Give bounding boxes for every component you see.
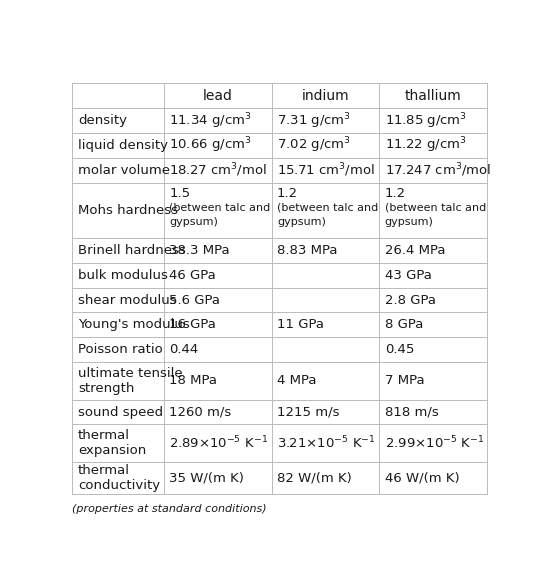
Text: 11 GPa: 11 GPa xyxy=(277,318,324,331)
Text: Mohs hardness: Mohs hardness xyxy=(78,204,178,217)
Text: 0.44: 0.44 xyxy=(169,343,198,356)
Text: 11.85 g/cm$^3$: 11.85 g/cm$^3$ xyxy=(385,111,467,131)
Text: (between talc and: (between talc and xyxy=(277,202,378,213)
Text: (between talc and: (between talc and xyxy=(169,202,270,213)
Text: 46 GPa: 46 GPa xyxy=(169,269,216,282)
Text: bulk modulus: bulk modulus xyxy=(78,269,168,282)
Text: Young's modulus: Young's modulus xyxy=(78,318,189,331)
Text: 2.8 GPa: 2.8 GPa xyxy=(385,293,436,307)
Text: thermal
conductivity: thermal conductivity xyxy=(78,464,160,492)
Text: 7 MPa: 7 MPa xyxy=(385,374,424,388)
Text: 11.22 g/cm$^3$: 11.22 g/cm$^3$ xyxy=(385,136,467,156)
Text: 16 GPa: 16 GPa xyxy=(169,318,216,331)
Text: gypsum): gypsum) xyxy=(277,217,326,227)
Text: 26.4 MPa: 26.4 MPa xyxy=(385,244,446,257)
Text: 17.247 cm$^3$/mol: 17.247 cm$^3$/mol xyxy=(385,161,491,180)
Text: 18 MPa: 18 MPa xyxy=(169,374,217,388)
Text: 1.2: 1.2 xyxy=(277,187,298,199)
Text: 1260 m/s: 1260 m/s xyxy=(169,406,232,419)
Text: 4 MPa: 4 MPa xyxy=(277,374,317,388)
Text: 3.21×10$^{-5}$ K$^{-1}$: 3.21×10$^{-5}$ K$^{-1}$ xyxy=(277,435,376,451)
Text: (properties at standard conditions): (properties at standard conditions) xyxy=(73,504,267,514)
Text: 2.99×10$^{-5}$ K$^{-1}$: 2.99×10$^{-5}$ K$^{-1}$ xyxy=(385,435,484,451)
Text: 7.02 g/cm$^3$: 7.02 g/cm$^3$ xyxy=(277,136,351,156)
Text: molar volume: molar volume xyxy=(78,164,170,177)
Text: 82 W/(m K): 82 W/(m K) xyxy=(277,472,352,484)
Text: 18.27 cm$^3$/mol: 18.27 cm$^3$/mol xyxy=(169,161,267,180)
Text: 8.83 MPa: 8.83 MPa xyxy=(277,244,337,257)
Text: density: density xyxy=(78,114,127,127)
Text: Brinell hardness: Brinell hardness xyxy=(78,244,186,257)
Text: 5.6 GPa: 5.6 GPa xyxy=(169,293,220,307)
Text: Poisson ratio: Poisson ratio xyxy=(78,343,163,356)
Text: shear modulus: shear modulus xyxy=(78,293,176,307)
Text: 38.3 MPa: 38.3 MPa xyxy=(169,244,230,257)
Text: indium: indium xyxy=(301,89,349,103)
Text: 818 m/s: 818 m/s xyxy=(385,406,438,419)
Text: sound speed: sound speed xyxy=(78,406,163,419)
Text: 8 GPa: 8 GPa xyxy=(385,318,423,331)
Text: 43 GPa: 43 GPa xyxy=(385,269,432,282)
Text: 15.71 cm$^3$/mol: 15.71 cm$^3$/mol xyxy=(277,161,375,180)
Text: thermal
expansion: thermal expansion xyxy=(78,429,146,457)
Text: ultimate tensile
strength: ultimate tensile strength xyxy=(78,367,182,395)
Text: 2.89×10$^{-5}$ K$^{-1}$: 2.89×10$^{-5}$ K$^{-1}$ xyxy=(169,435,268,451)
Text: 10.66 g/cm$^3$: 10.66 g/cm$^3$ xyxy=(169,136,252,156)
Text: 46 W/(m K): 46 W/(m K) xyxy=(385,472,460,484)
Text: 0.45: 0.45 xyxy=(385,343,414,356)
Text: 7.31 g/cm$^3$: 7.31 g/cm$^3$ xyxy=(277,111,351,131)
Text: liquid density: liquid density xyxy=(78,139,168,152)
Text: gypsum): gypsum) xyxy=(169,217,218,227)
Text: 35 W/(m K): 35 W/(m K) xyxy=(169,472,244,484)
Text: (between talc and: (between talc and xyxy=(385,202,486,213)
Text: 1.2: 1.2 xyxy=(385,187,406,199)
Text: 1.5: 1.5 xyxy=(169,187,191,199)
Text: 11.34 g/cm$^3$: 11.34 g/cm$^3$ xyxy=(169,111,252,131)
Text: thallium: thallium xyxy=(405,89,461,103)
Text: lead: lead xyxy=(203,89,233,103)
Text: 1215 m/s: 1215 m/s xyxy=(277,406,340,419)
Text: gypsum): gypsum) xyxy=(385,217,434,227)
